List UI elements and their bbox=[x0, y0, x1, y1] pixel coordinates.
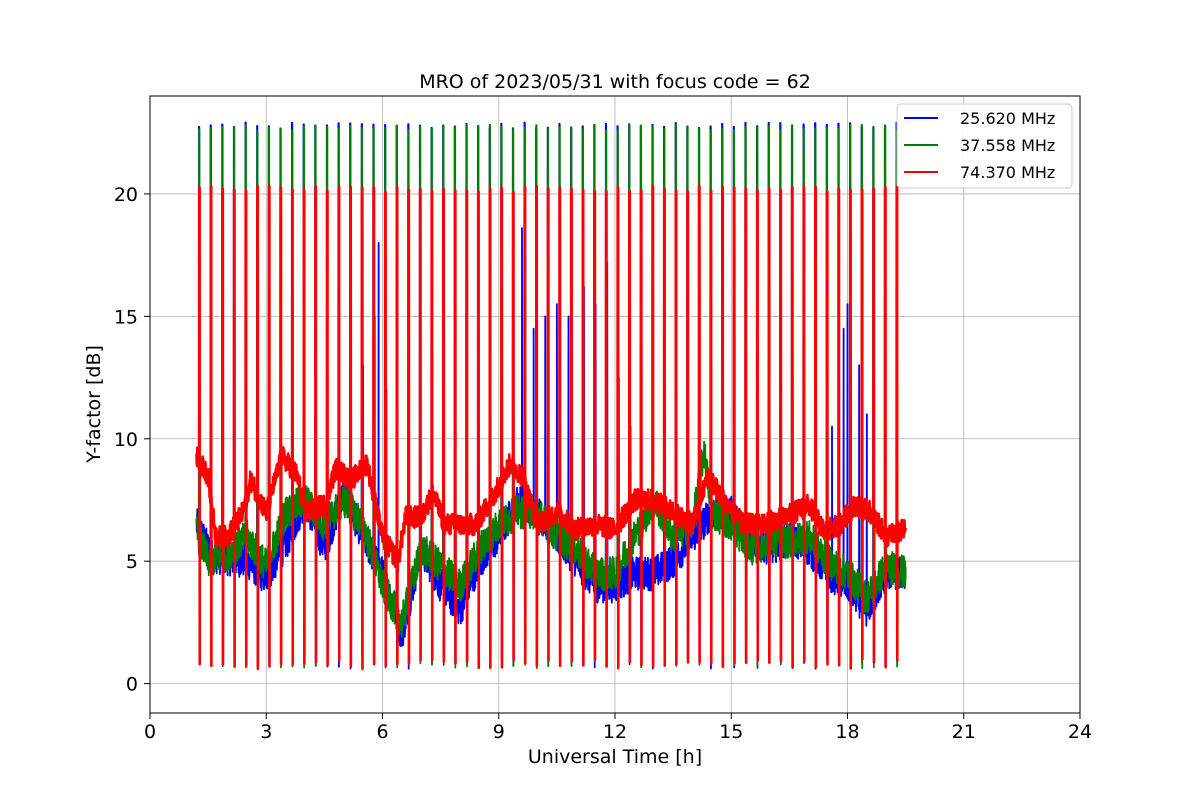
x-tick-label: 9 bbox=[493, 721, 505, 743]
y-tick-label: 10 bbox=[114, 429, 138, 451]
legend-label-series-1: 25.620 MHz bbox=[960, 109, 1055, 128]
x-tick-label: 18 bbox=[835, 721, 859, 743]
x-tick-label: 3 bbox=[260, 721, 272, 743]
axis-ticks: 0 3 6 9 12 15 18 21 24 0 5 10 15 20 bbox=[114, 184, 1092, 743]
x-tick-label: 0 bbox=[144, 721, 156, 743]
legend-label-series-2: 37.558 MHz bbox=[960, 136, 1055, 155]
legend: 25.620 MHz 37.558 MHz 74.370 MHz bbox=[896, 103, 1073, 189]
x-tick-label: 12 bbox=[603, 721, 627, 743]
series-line-3 bbox=[195, 184, 907, 671]
y-tick-label: 5 bbox=[126, 551, 138, 573]
chart-title: MRO of 2023/05/31 with focus code = 62 bbox=[419, 71, 811, 93]
legend-label-series-3: 74.370 MHz bbox=[960, 163, 1055, 182]
x-tick-label: 24 bbox=[1068, 721, 1092, 743]
series-group bbox=[195, 121, 907, 671]
x-tick-label: 21 bbox=[952, 721, 976, 743]
y-tick-label: 20 bbox=[114, 184, 138, 206]
x-tick-label: 6 bbox=[376, 721, 388, 743]
y-tick-label: 0 bbox=[126, 674, 138, 696]
x-tick-label: 15 bbox=[719, 721, 743, 743]
legend-box bbox=[896, 103, 1073, 189]
y-axis-label: Y-factor [dB] bbox=[83, 345, 105, 464]
x-axis-label: Universal Time [h] bbox=[528, 746, 702, 768]
y-tick-label: 15 bbox=[114, 306, 138, 328]
